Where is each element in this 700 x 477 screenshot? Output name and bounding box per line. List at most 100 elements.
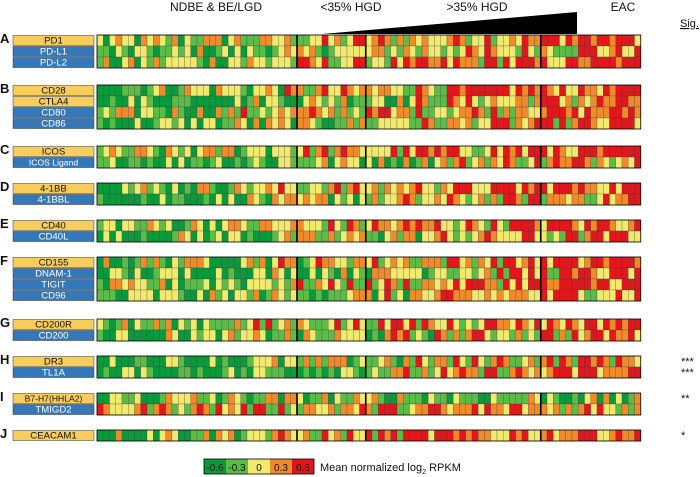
- heatmap-cell: [559, 278, 566, 291]
- heatmap-cell: [203, 106, 210, 119]
- heatmap-cell: [453, 403, 460, 416]
- heatmap-cell: [559, 56, 566, 69]
- heatmap-cell: [453, 56, 460, 69]
- heatmap-cell: [265, 117, 273, 130]
- heatmap-cell: [246, 355, 254, 368]
- heatmap-cell: [471, 193, 479, 206]
- heatmap-cell: [565, 403, 573, 416]
- heatmap-cell: [271, 278, 279, 291]
- heatmap-cell: [459, 182, 466, 195]
- heatmap-cell: [621, 156, 629, 169]
- heatmap-cell: [228, 182, 235, 195]
- heatmap-cell: [390, 366, 398, 379]
- heatmap-cell: [309, 355, 316, 368]
- heatmap-cell: [309, 366, 316, 379]
- heatmap-cell: [596, 34, 604, 47]
- heatmap-cell: [371, 366, 379, 379]
- heatmap-cell: [303, 230, 310, 243]
- heatmap-cell: [340, 366, 348, 379]
- heatmap-cell: [253, 219, 260, 232]
- heatmap-cell: [559, 156, 566, 169]
- heatmap-cell: [115, 355, 123, 368]
- heatmap-cell: [140, 56, 148, 69]
- gene-label: CD155: [39, 258, 69, 269]
- heatmap-cell: [478, 318, 485, 331]
- heatmap-cell: [234, 318, 241, 331]
- heatmap-cell: [365, 230, 373, 243]
- heatmap-cell: [246, 318, 254, 331]
- heatmap-cell: [309, 45, 316, 58]
- heatmap-cell: [390, 34, 398, 47]
- heatmap-cell: [484, 56, 491, 69]
- heatmap-cell: [553, 106, 560, 119]
- heatmap-cell: [340, 429, 348, 442]
- heatmap-cell: [528, 219, 535, 232]
- heatmap-cell: [184, 84, 191, 97]
- heatmap-cell: [603, 318, 610, 331]
- heatmap-cell: [159, 392, 166, 405]
- heatmap-cell: [365, 392, 373, 405]
- heatmap-cell: [453, 219, 460, 232]
- heatmap-cell: [121, 219, 129, 232]
- heatmap-cell: [534, 106, 541, 119]
- heatmap-cell: [296, 95, 304, 108]
- heatmap-cell: [271, 193, 279, 206]
- heatmap-cell: [121, 34, 129, 47]
- heatmap-cell: [203, 355, 210, 368]
- heatmap-cell: [340, 318, 348, 331]
- heatmap-cell: [440, 278, 448, 291]
- heatmap-cell: [346, 392, 354, 405]
- heatmap-cell: [234, 145, 241, 158]
- heatmap-cell: [365, 403, 373, 416]
- heatmap-cell: [203, 95, 210, 108]
- heatmap-cell: [284, 392, 291, 405]
- heatmap-cell: [171, 366, 179, 379]
- heatmap-cell: [215, 84, 223, 97]
- heatmap-cell: [578, 278, 585, 291]
- heatmap-cell: [359, 289, 366, 302]
- heatmap-cell: [453, 230, 460, 243]
- heatmap-cell: [240, 392, 248, 405]
- heatmap-cell: [353, 45, 360, 58]
- heatmap-cell: [153, 267, 160, 280]
- heatmap-cell: [353, 230, 360, 243]
- heatmap-cell: [253, 106, 260, 119]
- heatmap-cell: [503, 267, 510, 280]
- heatmap-cell: [584, 106, 591, 119]
- heatmap-cell: [590, 34, 598, 47]
- heatmap-cell: [496, 45, 504, 58]
- hgd-progression-wedge: [322, 12, 577, 34]
- heatmap-cell: [340, 256, 348, 269]
- heatmap-cell: [253, 56, 260, 69]
- heatmap-cell: [96, 45, 104, 58]
- heatmap-cell: [540, 34, 548, 47]
- gene-label: CD200R: [35, 320, 72, 331]
- heatmap-cell: [434, 193, 441, 206]
- scale-label: Mean normalized log2 RPKM: [320, 462, 461, 476]
- heatmap-cell: [540, 429, 548, 442]
- heatmap-cell: [390, 355, 398, 368]
- heatmap-cell: [628, 95, 635, 108]
- heatmap-cell: [534, 355, 541, 368]
- heatmap-cell: [578, 392, 585, 405]
- heatmap-cell: [384, 329, 391, 342]
- heatmap-cell: [428, 45, 435, 58]
- heatmap-cell: [128, 429, 135, 442]
- heatmap-cell: [340, 230, 348, 243]
- heatmap-cell: [378, 230, 385, 243]
- heatmap-cell: [103, 45, 110, 58]
- heatmap-cell: [209, 278, 216, 291]
- heatmap-cell: [159, 106, 166, 119]
- heatmap-cell: [453, 392, 460, 405]
- heatmap-cell: [484, 106, 491, 119]
- heatmap-cell: [240, 230, 248, 243]
- heatmap-cell: [434, 182, 441, 195]
- heatmap-cell: [103, 34, 110, 47]
- heatmap-cell: [290, 182, 298, 195]
- heatmap-cell: [434, 403, 441, 416]
- heatmap-cell: [221, 56, 229, 69]
- heatmap-cell: [571, 403, 579, 416]
- heatmap-cell: [565, 318, 573, 331]
- heatmap-cell: [328, 156, 335, 169]
- heatmap-cell: [509, 45, 516, 58]
